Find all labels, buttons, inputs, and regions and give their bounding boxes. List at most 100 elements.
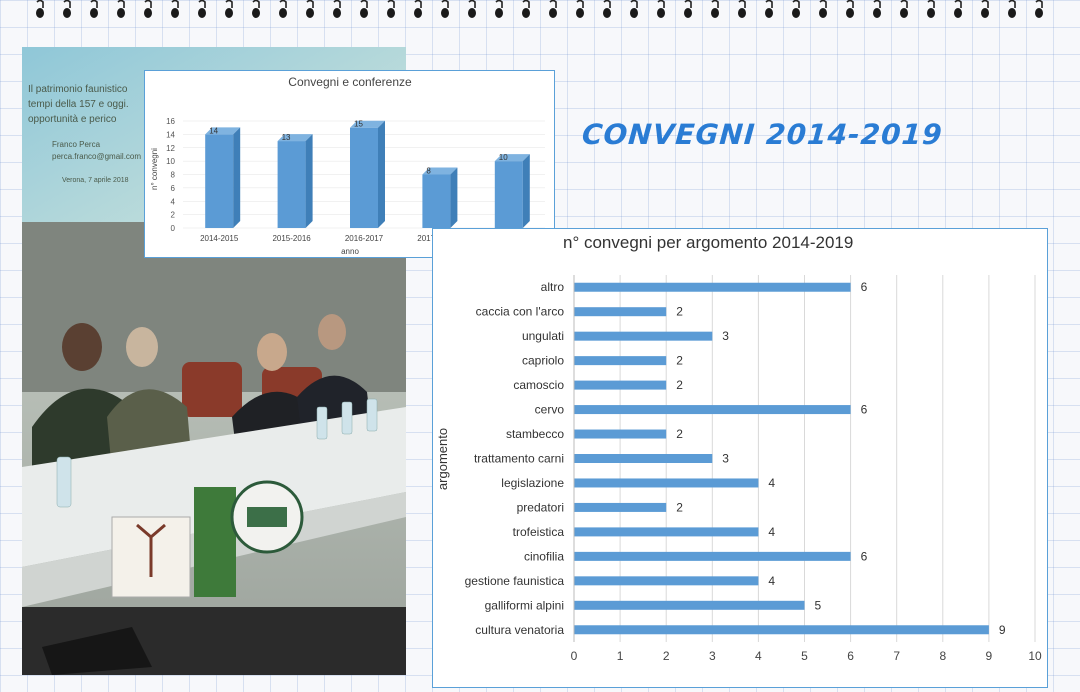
bar-value-label: 15 [354, 120, 363, 129]
bar-value-label: 4 [768, 525, 775, 539]
bar [574, 405, 851, 415]
y-tick-label: legislazione [501, 476, 564, 490]
spiral-ring [927, 0, 935, 18]
bar-value-label: 3 [722, 329, 729, 343]
x-tick-label: 7 [893, 649, 900, 663]
y-tick-label: predatori [517, 500, 564, 514]
bar [574, 356, 667, 366]
y-tick-label: 0 [171, 224, 176, 233]
bar-value-label: 6 [861, 403, 868, 417]
spiral-ring [36, 0, 44, 18]
spiral-ring [576, 0, 584, 18]
x-tick-label: 5 [801, 649, 808, 663]
slide-line: Il patrimonio faunistico [28, 84, 128, 95]
bar-side [305, 134, 313, 228]
spiral-ring [306, 0, 314, 18]
x-tick-label: 2015-2016 [272, 234, 311, 243]
x-tick-label: 2 [663, 649, 670, 663]
x-tick-label: 9 [986, 649, 993, 663]
spiral-ring [1008, 0, 1016, 18]
bar-value-label: 6 [861, 280, 868, 294]
bar [494, 161, 523, 228]
y-tick-label: 14 [166, 130, 175, 139]
bar [574, 429, 667, 439]
y-tick-label: 12 [166, 144, 175, 153]
spiral-ring [630, 0, 638, 18]
y-tick-label: cinofilia [524, 549, 564, 563]
y-tick-label: 6 [171, 184, 176, 193]
spiral-ring [711, 0, 719, 18]
x-tick-label: 1 [617, 649, 624, 663]
x-tick-label: 6 [847, 649, 854, 663]
bar [350, 127, 378, 228]
spiral-ring [522, 0, 530, 18]
bar-value-label: 3 [722, 452, 729, 466]
y-tick-label: trattamento carni [474, 452, 564, 466]
chart1-xlabel: anno [341, 247, 359, 256]
bar [277, 141, 306, 228]
slide-line: Franco Perca [52, 140, 101, 149]
bar-value-label: 6 [861, 549, 868, 563]
spiral-ring [117, 0, 125, 18]
x-tick-label: 3 [709, 649, 716, 663]
bar-side [522, 154, 530, 228]
spiral-ring [468, 0, 476, 18]
x-tick-label: 2016-2017 [345, 234, 384, 243]
bar-top [494, 154, 530, 162]
bar-value-label: 2 [676, 354, 683, 368]
bar-value-label: 4 [768, 476, 775, 490]
x-tick-label: 0 [571, 649, 578, 663]
spiral-ring [873, 0, 881, 18]
spiral-ring [792, 0, 800, 18]
y-tick-label: galliformi alpini [485, 598, 564, 612]
bar-value-label: 5 [815, 598, 822, 612]
slide-text: Il patrimonio faunistico tempi della 157… [28, 84, 141, 184]
spiral-ring [900, 0, 908, 18]
slide-line: tempi della 157 e oggi. [28, 99, 129, 110]
spiral-ring [387, 0, 395, 18]
bar-value-label: 13 [282, 133, 291, 142]
bar-side [378, 120, 385, 228]
bottles [56, 398, 378, 508]
spiral-ring [414, 0, 422, 18]
spiral-ring [90, 0, 98, 18]
bar [574, 576, 759, 586]
bar-value-label: 2 [676, 378, 683, 392]
bar [574, 625, 989, 635]
bar [574, 600, 805, 610]
page-heading: CONVEGNI 2014-2019 [580, 118, 944, 151]
chart2-title: n° convegni per argomento 2014-2019 [563, 233, 853, 252]
poster [194, 487, 236, 597]
y-tick-label: 2 [171, 211, 176, 220]
bar-top [422, 167, 458, 175]
x-tick-label: 2014-2015 [200, 234, 239, 243]
chart1-ylabel: n° convegni [150, 148, 159, 190]
y-tick-label: cervo [535, 403, 565, 417]
spiral-ring [765, 0, 773, 18]
bar [574, 551, 851, 561]
bar [574, 331, 713, 341]
y-tick-label: ungulati [522, 329, 564, 343]
y-tick-label: camoscio [513, 378, 564, 392]
bar-value-label: 14 [209, 126, 218, 135]
slide-line: Verona, 7 aprile 2018 [62, 177, 129, 184]
bar-top [350, 120, 385, 128]
y-tick-label: gestione faunistica [465, 574, 565, 588]
x-tick-label: 8 [939, 649, 946, 663]
bar-top [205, 127, 241, 135]
bar [574, 282, 851, 292]
chart1-title: Convegni e conferenze [288, 75, 412, 89]
spiral-ring [333, 0, 341, 18]
spiral-ring [981, 0, 989, 18]
x-tick-label: 4 [755, 649, 762, 663]
spiral-ring [684, 0, 692, 18]
spiral-ring [63, 0, 71, 18]
spiral-binding [36, 0, 1043, 18]
y-tick-label: 4 [171, 197, 176, 206]
spiral-ring [738, 0, 746, 18]
bar-side [233, 127, 241, 228]
chart2-ylabel: argomento [435, 428, 450, 490]
spiral-ring [1035, 0, 1043, 18]
y-tick-label: stambecco [506, 427, 564, 441]
bar-top [277, 134, 313, 142]
